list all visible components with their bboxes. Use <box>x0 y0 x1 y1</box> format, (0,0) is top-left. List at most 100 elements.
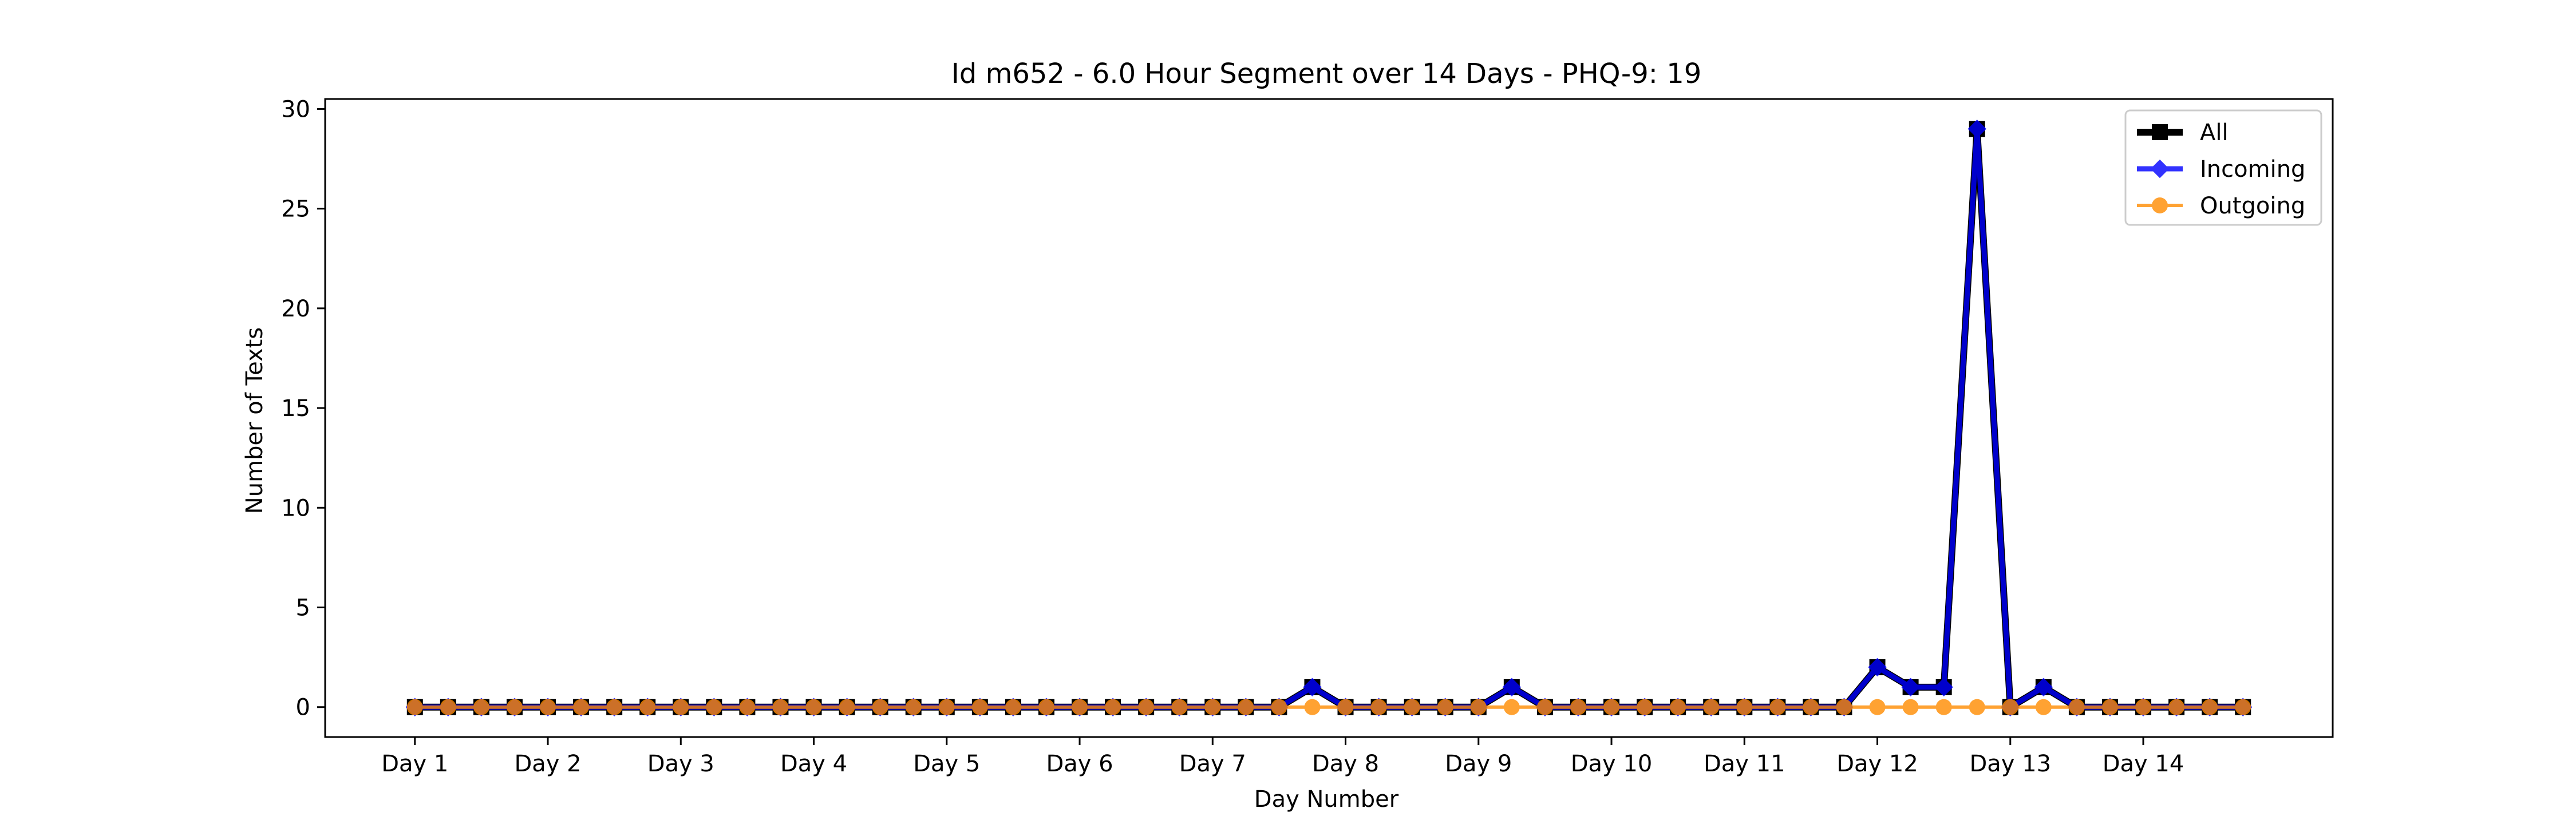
data-point-outgoing <box>2135 699 2152 715</box>
legend-label: Outgoing <box>2200 193 2305 219</box>
data-point-outgoing <box>872 699 888 715</box>
data-point-outgoing <box>1238 699 1254 715</box>
legend-marker <box>2150 159 2170 179</box>
legend-item-outgoing <box>2137 197 2183 213</box>
data-point-outgoing <box>2002 699 2018 715</box>
y-tick-label: 20 <box>281 296 310 322</box>
data-point-incoming <box>1967 120 1986 138</box>
data-point-outgoing <box>1670 699 1686 715</box>
x-tick-label: Day 4 <box>780 751 847 777</box>
data-point-outgoing <box>1869 699 1886 715</box>
data-point-outgoing <box>1803 699 1819 715</box>
data-point-outgoing <box>905 699 922 715</box>
data-point-incoming <box>1502 678 1522 697</box>
x-tick-label: Day 2 <box>514 751 581 777</box>
data-point-outgoing <box>2101 699 2118 715</box>
data-point-outgoing <box>1304 699 1321 715</box>
legend: All Incoming Outgoing <box>2124 109 2322 226</box>
x-tick-label: Day 3 <box>647 751 714 777</box>
data-point-outgoing <box>1404 699 1420 715</box>
legend-item-incoming <box>2137 159 2183 179</box>
x-tick-label: Day 1 <box>381 751 448 777</box>
data-point-incoming <box>2034 678 2053 697</box>
x-tick-label: Day 9 <box>1445 751 1512 777</box>
legend-marker <box>2152 124 2168 140</box>
series-layer <box>405 120 2253 716</box>
series-outgoing <box>406 699 2251 715</box>
data-point-outgoing <box>606 699 623 715</box>
x-tick-label: Day 6 <box>1046 751 1113 777</box>
x-tick-label: Day 7 <box>1179 751 1246 777</box>
data-point-outgoing <box>971 699 988 715</box>
legend-label: All <box>2200 120 2229 146</box>
data-point-outgoing <box>1536 699 1553 715</box>
data-point-outgoing <box>573 699 590 715</box>
data-point-outgoing <box>2168 699 2185 715</box>
data-point-outgoing <box>1703 699 1720 715</box>
chart-title: Id m652 - 6.0 Hour Segment over 14 Days … <box>951 58 1702 90</box>
data-point-outgoing <box>1005 699 1021 715</box>
data-point-outgoing <box>1769 699 1786 715</box>
data-point-outgoing <box>406 699 423 715</box>
data-point-outgoing <box>1736 699 1753 715</box>
data-point-outgoing <box>673 699 689 715</box>
data-point-incoming <box>1868 657 1887 677</box>
data-point-outgoing <box>1570 699 1586 715</box>
data-point-outgoing <box>1271 699 1287 715</box>
data-point-outgoing <box>1171 699 1188 715</box>
x-tick-label: Day 10 <box>1571 751 1653 777</box>
data-point-outgoing <box>739 699 756 715</box>
data-point-outgoing <box>1204 699 1221 715</box>
x-tick-label: Day 14 <box>2103 751 2184 777</box>
data-point-outgoing <box>938 699 955 715</box>
x-tick-label: Day 13 <box>1969 751 2051 777</box>
data-point-outgoing <box>2235 699 2251 715</box>
data-point-outgoing <box>1072 699 1088 715</box>
data-point-outgoing <box>839 699 855 715</box>
data-point-incoming <box>1303 678 1322 697</box>
legend-label: Incoming <box>2200 156 2305 183</box>
data-point-incoming <box>1934 678 1953 697</box>
data-point-outgoing <box>639 699 656 715</box>
y-axis-label: Number of Texts <box>242 327 268 514</box>
data-point-outgoing <box>1370 699 1387 715</box>
data-point-outgoing <box>1337 699 1354 715</box>
data-point-outgoing <box>1038 699 1054 715</box>
data-point-outgoing <box>805 699 822 715</box>
data-point-outgoing <box>1503 699 1520 715</box>
data-point-outgoing <box>1437 699 1453 715</box>
data-point-outgoing <box>1902 699 1919 715</box>
y-tick-label: 30 <box>281 96 310 122</box>
axes-frame <box>324 98 2334 738</box>
x-tick-label: Day 8 <box>1312 751 1379 777</box>
data-point-outgoing <box>1470 699 1487 715</box>
data-point-outgoing <box>2035 699 2052 715</box>
data-point-outgoing <box>772 699 789 715</box>
data-point-outgoing <box>1836 699 1852 715</box>
y-tick-label: 5 <box>296 595 310 621</box>
data-point-outgoing <box>706 699 722 715</box>
data-point-outgoing <box>440 699 456 715</box>
data-point-outgoing <box>1935 699 1952 715</box>
x-tick-label: Day 5 <box>913 751 980 777</box>
axes-layer: 0 5 10 15 20 25 30 Day 1 Day 2 Day 3 Day 4 Day 5 Day… <box>281 96 2334 777</box>
legend-box <box>2124 109 2322 226</box>
y-tick-label: 15 <box>281 395 310 422</box>
y-tick-label: 25 <box>281 196 310 223</box>
data-point-outgoing <box>1969 699 1985 715</box>
x-axis-label: Day Number <box>1254 786 1399 813</box>
data-point-outgoing <box>1603 699 1620 715</box>
data-point-outgoing <box>1138 699 1155 715</box>
x-tick-label: Day 11 <box>1704 751 1785 777</box>
legend-item-all <box>2137 124 2183 140</box>
data-point-outgoing <box>540 699 556 715</box>
data-point-outgoing <box>473 699 489 715</box>
data-point-outgoing <box>1637 699 1653 715</box>
y-tick-label: 0 <box>296 695 310 721</box>
data-point-incoming <box>1901 678 1920 697</box>
legend-marker <box>2152 197 2168 213</box>
y-tick-label: 10 <box>281 495 310 521</box>
data-point-outgoing <box>2068 699 2085 715</box>
